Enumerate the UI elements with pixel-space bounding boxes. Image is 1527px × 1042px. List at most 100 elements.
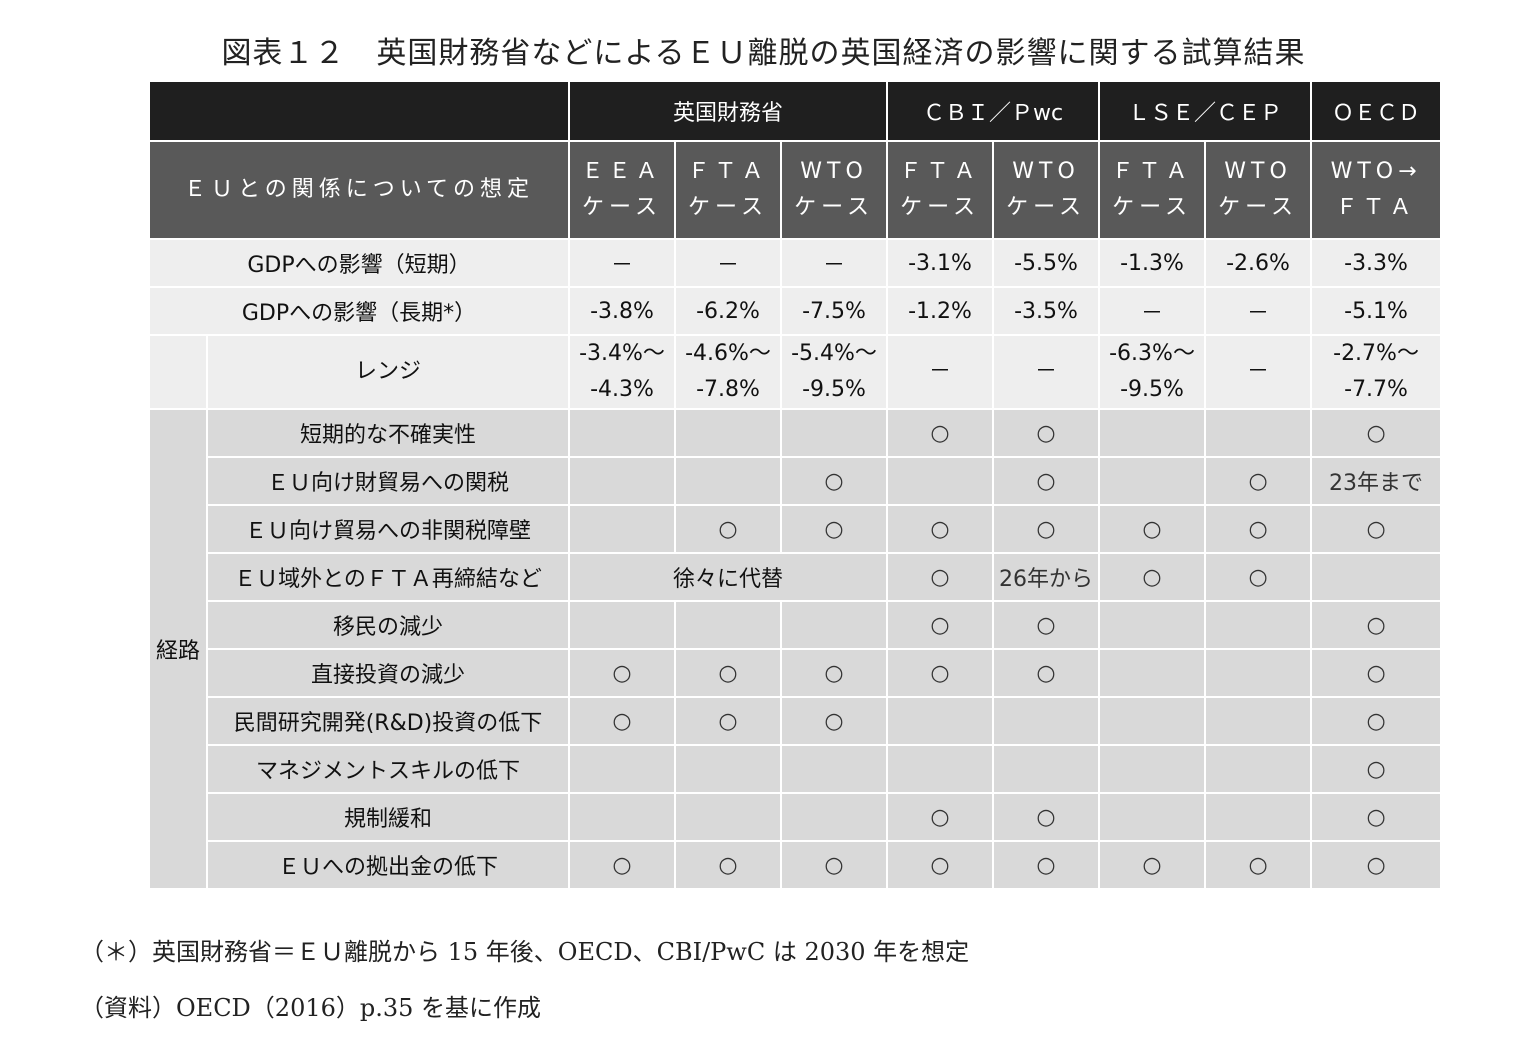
mark-cell: ○ xyxy=(568,696,676,746)
mark-cell: ○ xyxy=(674,696,782,746)
mark-cell xyxy=(1098,696,1207,746)
path-row: 規制緩和 ○ ○ ○ xyxy=(149,792,1443,842)
range-cell: － xyxy=(992,334,1101,410)
mark-cell xyxy=(1098,408,1207,458)
value-cell: － xyxy=(674,238,782,288)
path-label: 民間研究開発(R&D)投資の低下 xyxy=(206,696,570,746)
range-from: -2.7%～ xyxy=(1333,341,1419,366)
range-to: -4.3% xyxy=(590,377,654,402)
case-line2: ケース xyxy=(1006,195,1086,220)
group-cbi-pwc: ＣＢＩ／Ｐwc xyxy=(886,80,1101,142)
mark-cell xyxy=(1310,552,1443,602)
mark-cell: ○ xyxy=(1098,840,1207,890)
range-indent xyxy=(148,334,208,410)
value-cell: -6.2% xyxy=(674,286,782,336)
mark-cell: ○ xyxy=(1204,552,1313,602)
range-from: － xyxy=(929,359,952,384)
case-line1: ＦＴＡ xyxy=(687,159,769,184)
mark-cell: ○ xyxy=(1310,648,1443,698)
case-line1: WTO xyxy=(1224,159,1292,184)
value-cell: -3.5% xyxy=(992,286,1101,336)
path-label: 移民の減少 xyxy=(206,600,570,650)
range-from: -5.4%～ xyxy=(791,341,877,366)
footnote-asterisk: （＊）英国財務省＝ＥＵ離脱から 15 年後、OECD、CBI/PwC は 203… xyxy=(80,938,970,966)
mark-cell xyxy=(1204,792,1313,842)
path-row: 経路 短期的な不確実性 ○ ○ ○ xyxy=(148,408,1443,890)
path-row: ＥＵ向け貿易への非関税障壁 ○ ○ ○ ○ ○ ○ ○ xyxy=(149,504,1443,554)
mark-cell xyxy=(674,600,782,650)
mark-cell xyxy=(779,792,889,842)
mark-cell: ○ xyxy=(886,504,995,554)
mark-cell xyxy=(1098,792,1207,842)
gdp-short-row: GDPへの影響（短期） － － － -3.1% -5.5% -1.3% -2.6… xyxy=(148,238,1443,288)
mark-cell xyxy=(568,456,676,506)
mark-cell xyxy=(779,600,889,650)
path-label: ＥＵ向け財貿易への関税 xyxy=(206,456,570,506)
group-lse-cep: ＬＳＥ／ＣＥＰ xyxy=(1098,80,1313,142)
mark-cell: ○ xyxy=(886,408,995,458)
path-row: ＥＵへの拠出金の低下 ○ ○ ○ ○ ○ ○ ○ ○ xyxy=(149,840,1443,890)
mark-cell: ○ xyxy=(992,408,1101,458)
path-row: 民間研究開発(R&D)投資の低下 ○ ○ ○ ○ xyxy=(149,696,1443,746)
mark-cell: ○ xyxy=(779,504,889,554)
case-header-row: ＥＵとの関係についての想定 ＥＥＡ ケース ＦＴＡ ケース WTO ケース ＦＴＡ ケー… xyxy=(148,140,1443,240)
mark-cell xyxy=(779,744,889,794)
value-cell: -1.3% xyxy=(1098,238,1207,288)
mark-cell xyxy=(1204,648,1313,698)
case-header: WTO ケース xyxy=(1204,140,1313,240)
mark-cell xyxy=(886,456,995,506)
mark-cell: ○ xyxy=(674,504,782,554)
case-header: WTO ケース xyxy=(992,140,1101,240)
mark-cell: ○ xyxy=(1310,696,1443,746)
path-group-label: 経路 xyxy=(148,408,208,890)
mark-cell xyxy=(1204,696,1313,746)
value-cell: － xyxy=(568,238,676,288)
range-from: -6.3%～ xyxy=(1109,341,1195,366)
mark-cell xyxy=(674,408,782,458)
group-oecd: ＯＥＣＤ xyxy=(1310,80,1443,142)
value-cell: -1.2% xyxy=(886,286,995,336)
mark-cell: ○ xyxy=(886,600,995,650)
header-corner xyxy=(148,80,570,142)
mark-cell xyxy=(674,792,782,842)
mark-cell: ○ xyxy=(1310,792,1443,842)
mark-cell: ○ xyxy=(886,648,995,698)
range-cell: － xyxy=(1204,334,1313,410)
mark-cell xyxy=(1098,648,1207,698)
mark-cell: 26年から xyxy=(992,552,1101,602)
range-cell: -4.6%～ -7.8% xyxy=(674,334,782,410)
case-line2: ＦＴＡ xyxy=(1335,195,1417,220)
range-cell: -3.4%～ -4.3% xyxy=(568,334,676,410)
value-cell: － xyxy=(779,238,889,288)
mark-cell: ○ xyxy=(992,840,1101,890)
mark-cell xyxy=(674,744,782,794)
mark-cell xyxy=(568,408,676,458)
path-row: ＥＵ域外とのＦＴＡ再締結など 徐々に代替 ○ 26年から ○ ○ xyxy=(149,552,1443,602)
merged-cell: 徐々に代替 xyxy=(567,552,889,602)
path-label: マネジメントスキルの低下 xyxy=(206,744,570,794)
mark-cell: 23年まで xyxy=(1310,456,1443,506)
mark-cell: ○ xyxy=(779,648,889,698)
case-header: ＦＴＡ ケース xyxy=(886,140,995,240)
group-header-row: 英国財務省 ＣＢＩ／Ｐwc ＬＳＥ／ＣＥＰ ＯＥＣＤ xyxy=(148,80,1443,142)
case-header: ＦＴＡ ケース xyxy=(674,140,782,240)
mark-cell: ○ xyxy=(1310,600,1443,650)
mark-cell: ○ xyxy=(992,504,1101,554)
case-line2: ケース xyxy=(794,195,874,220)
range-cell: － xyxy=(886,334,995,410)
mark-cell: ○ xyxy=(1098,504,1207,554)
mark-cell: ○ xyxy=(674,648,782,698)
mark-cell: ○ xyxy=(674,840,782,890)
mark-cell xyxy=(568,792,676,842)
mark-cell: ○ xyxy=(1310,504,1443,554)
mark-cell xyxy=(568,600,676,650)
mark-cell: ○ xyxy=(886,792,995,842)
case-line1: ＦＴＡ xyxy=(1111,159,1193,184)
path-label: 短期的な不確実性 xyxy=(206,408,570,458)
mark-cell xyxy=(1204,408,1313,458)
mark-cell: ○ xyxy=(1204,840,1313,890)
range-cell: -6.3%～ -9.5% xyxy=(1098,334,1207,410)
case-line1: WTO xyxy=(1012,159,1080,184)
mark-cell xyxy=(1204,600,1313,650)
case-line2: ケース xyxy=(688,195,768,220)
